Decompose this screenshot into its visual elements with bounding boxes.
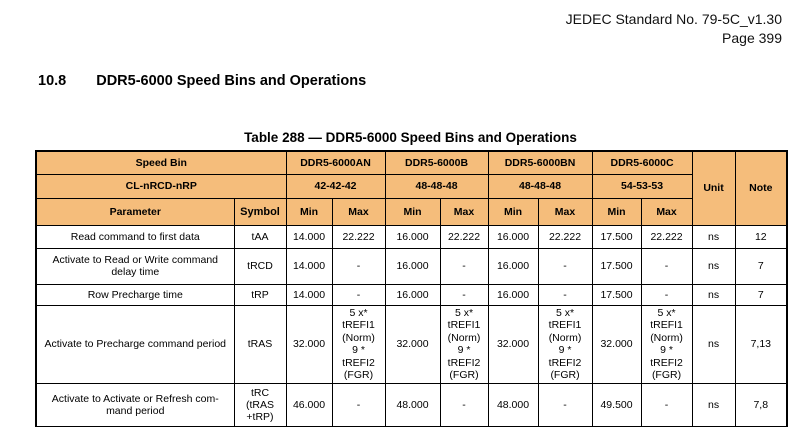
section-heading: 10.8 DDR5-6000 Speed Bins and Operations — [38, 73, 366, 89]
min-cell: 16.000 — [384, 224, 441, 249]
symbol-cell: tRC (tRAS +tRP) — [233, 383, 287, 427]
min-cell: 17.500 — [591, 247, 642, 285]
table-row-trcd: Activate to Read or Write command delay … — [35, 247, 788, 285]
max-cell: 5 x* tREFI1 (Norm) 9 * tREFI2 (FGR) — [640, 304, 693, 385]
min-cell: 17.500 — [591, 224, 642, 249]
bin-name-6000b: DDR5-6000B — [384, 150, 489, 175]
min-cell: 17.500 — [591, 283, 642, 306]
unit-cell: ns — [691, 304, 736, 385]
max-cell: - — [537, 247, 593, 285]
symbol-header: Symbol — [233, 197, 287, 226]
min-cell: 46.000 — [285, 383, 333, 427]
table-row-trp: Row Precharge time tRP 14.000 - 16.000 -… — [35, 283, 788, 306]
max-cell: 22.222 — [331, 224, 386, 249]
max-cell: - — [439, 247, 489, 285]
min-cell: 48.000 — [487, 383, 539, 427]
min-header: Min — [285, 197, 333, 226]
header-row-speed-bin: Speed Bin DDR5-6000AN DDR5-6000B DDR5-60… — [35, 150, 788, 226]
unit-cell: ns — [691, 224, 736, 249]
symbol-cell: tRCD — [233, 247, 287, 285]
min-cell: 32.000 — [591, 304, 642, 385]
parameter-header: Parameter — [35, 197, 235, 226]
section-title: DDR5-6000 Speed Bins and Operations — [96, 73, 367, 89]
note-cell: 7 — [734, 283, 788, 306]
bin-name-6000an: DDR5-6000AN — [285, 150, 386, 175]
max-cell: - — [537, 383, 593, 427]
bin-name-6000bn: DDR5-6000BN — [487, 150, 593, 175]
max-header: Max — [331, 197, 386, 226]
max-cell: - — [439, 383, 489, 427]
min-cell: 48.000 — [384, 383, 441, 427]
min-header: Min — [384, 197, 441, 226]
min-cell: 14.000 — [285, 283, 333, 306]
speed-bins-table: Speed Bin DDR5-6000AN DDR5-6000B DDR5-60… — [35, 150, 789, 427]
min-cell: 14.000 — [285, 224, 333, 249]
cl-label: CL-nRCD-nRP — [35, 173, 287, 199]
param-cell: Activate to Activate or Refresh com- man… — [35, 383, 235, 427]
max-cell: 5 x* tREFI1 (Norm) 9 * tREFI2 (FGR) — [439, 304, 489, 385]
symbol-cell: tRAS — [233, 304, 287, 385]
table-row-taa: Read command to first data tAA 14.000 22… — [35, 224, 788, 249]
max-cell: - — [331, 283, 386, 306]
min-cell: 16.000 — [487, 247, 539, 285]
max-cell: 5 x* tREFI1 (Norm) 9 * tREFI2 (FGR) — [537, 304, 593, 385]
min-cell: 16.000 — [487, 224, 539, 249]
max-cell: 5 x* tREFI1 (Norm) 9 * tREFI2 (FGR) — [331, 304, 386, 385]
max-header: Max — [439, 197, 489, 226]
header-row-columns: Parameter Symbol Min Max Min Max Min Max… — [35, 197, 787, 226]
min-cell: 16.000 — [384, 283, 441, 306]
unit-cell: ns — [691, 247, 736, 285]
table-row-trc: Activate to Activate or Refresh com- man… — [35, 383, 788, 427]
min-header: Min — [487, 197, 539, 226]
max-header: Max — [537, 197, 593, 226]
param-cell: Activate to Read or Write command delay … — [35, 247, 235, 285]
unit-cell: ns — [691, 383, 736, 427]
min-cell: 16.000 — [487, 283, 539, 306]
param-cell: Row Precharge time — [35, 283, 235, 306]
note-cell: 7,8 — [734, 383, 788, 427]
max-cell: - — [640, 247, 693, 285]
min-header: Min — [591, 197, 642, 226]
note-header: Note — [734, 150, 788, 226]
max-cell: - — [640, 283, 693, 306]
page-header: JEDEC Standard No. 79-5C_v1.30 Page 399 — [566, 10, 782, 48]
max-cell: - — [640, 383, 693, 427]
unit-header: Unit — [691, 150, 736, 226]
symbol-cell: tRP — [233, 283, 287, 306]
max-cell: - — [331, 247, 386, 285]
header-row-cl: CL-nRCD-nRP 42-42-42 48-48-48 48-48-48 5… — [35, 173, 787, 199]
note-cell: 12 — [734, 224, 788, 249]
note-cell: 7,13 — [734, 304, 788, 385]
note-cell: 7 — [734, 247, 788, 285]
standard-number: JEDEC Standard No. 79-5C_v1.30 — [565, 11, 782, 27]
max-cell: - — [331, 383, 386, 427]
cl-6000bn: 48-48-48 — [487, 173, 593, 199]
max-cell: - — [537, 283, 593, 306]
min-cell: 49.500 — [591, 383, 642, 427]
min-cell: 32.000 — [487, 304, 539, 385]
max-cell: 22.222 — [537, 224, 593, 249]
cl-6000b: 48-48-48 — [384, 173, 489, 199]
param-cell: Activate to Precharge command period — [35, 304, 235, 385]
min-cell: 32.000 — [285, 304, 333, 385]
max-cell: 22.222 — [439, 224, 489, 249]
table-caption: Table 288 — DDR5-6000 Speed Bins and Ope… — [244, 130, 577, 145]
cl-6000c: 54-53-53 — [591, 173, 693, 199]
bin-name-6000c: DDR5-6000C — [591, 150, 693, 175]
page-number: Page 399 — [722, 29, 782, 46]
max-header: Max — [640, 197, 693, 226]
symbol-cell: tAA — [233, 224, 287, 249]
speed-bin-label: Speed Bin — [35, 150, 287, 175]
min-cell: 14.000 — [285, 247, 333, 285]
max-cell: - — [439, 283, 489, 306]
section-number: 10.8 — [38, 73, 67, 89]
unit-cell: ns — [691, 283, 736, 306]
max-cell: 22.222 — [640, 224, 693, 249]
min-cell: 32.000 — [384, 304, 441, 385]
cl-6000an: 42-42-42 — [285, 173, 386, 199]
min-cell: 16.000 — [384, 247, 441, 285]
table-row-tras: Activate to Precharge command period tRA… — [35, 304, 788, 385]
param-cell: Read command to first data — [35, 224, 235, 249]
